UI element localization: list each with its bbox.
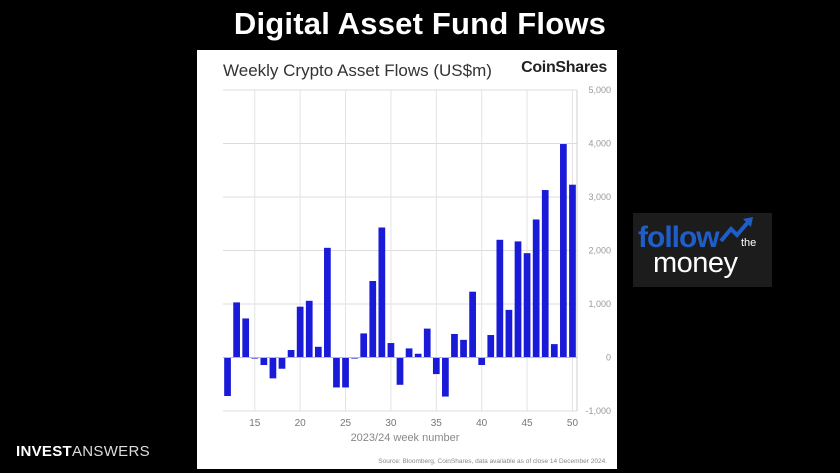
x-tick-label: 50: [567, 418, 579, 429]
logo-thin-text: ANSWERS: [71, 443, 150, 460]
bar: [414, 353, 422, 358]
bar: [405, 348, 413, 358]
y-tick-label: 4,000: [588, 139, 611, 149]
source-note: Source: Bloomberg, CoinShares, data avai…: [378, 458, 607, 465]
x-tick-label: 20: [295, 418, 307, 429]
bar: [269, 357, 277, 379]
upward-arrow-icon: [719, 217, 753, 243]
x-tick-label: 30: [385, 418, 397, 429]
bar: [333, 357, 340, 388]
bar: [487, 335, 495, 358]
bar: [396, 357, 404, 385]
y-tick-label: 3,000: [588, 192, 611, 202]
bar: [378, 227, 386, 358]
coinshares-brand: CoinShares: [521, 59, 607, 76]
bar: [287, 350, 295, 358]
x-axis-label: 2023/24 week number: [351, 432, 460, 444]
bar: [296, 306, 304, 358]
investanswers-logo: INVESTANSWERS: [16, 443, 150, 460]
x-tick-label: 25: [340, 418, 352, 429]
bar: [305, 300, 313, 358]
bar: [514, 241, 522, 358]
bar: [432, 357, 440, 375]
x-tick-label: 35: [431, 418, 443, 429]
y-tick-label: -1,000: [585, 406, 611, 416]
y-tick-label: 0: [606, 353, 611, 363]
bar: [278, 357, 286, 369]
bar: [550, 344, 558, 358]
bar: [260, 357, 268, 365]
bar: [460, 339, 467, 358]
bar: [314, 346, 322, 358]
bar: [242, 318, 250, 358]
bar: [541, 190, 549, 358]
badge-the-text: the: [741, 237, 757, 249]
bar: [469, 291, 476, 358]
x-tick-label: 15: [249, 418, 261, 429]
bar: [423, 328, 431, 358]
x-tick-label: 40: [476, 418, 488, 429]
bar: [251, 357, 259, 359]
bar: [351, 357, 358, 359]
bar: [532, 219, 540, 358]
bar: [224, 357, 231, 397]
logo-bold-text: INVEST: [16, 443, 72, 460]
chart-panel: Weekly Crypto Asset Flows (US$m) CoinSha…: [197, 50, 617, 469]
x-tick-label: 45: [522, 418, 534, 429]
bar: [569, 184, 576, 358]
bar: [560, 144, 567, 358]
slide-title: Digital Asset Fund Flows: [233, 6, 607, 41]
bar: [451, 333, 458, 358]
y-tick-label: 5,000: [588, 85, 611, 95]
bar: [342, 357, 349, 388]
bar-chart: -1,000 0 1,000 2,000 3,000 4,000 5,000 15 20 25 30…: [223, 85, 611, 444]
badge-follow-text: follow: [638, 221, 720, 254]
follow-the-money-badge: follow the money: [633, 213, 772, 287]
bar: [387, 343, 395, 358]
bar: [505, 309, 513, 358]
bar: [360, 333, 368, 358]
bar: [442, 357, 449, 397]
y-tick-label: 1,000: [588, 299, 611, 309]
bar: [478, 357, 486, 365]
bar: [496, 239, 504, 358]
bar: [233, 302, 240, 358]
y-tick-label: 2,000: [588, 246, 611, 256]
bar: [523, 253, 531, 358]
badge-money-text: money: [653, 247, 738, 279]
chart-title: Weekly Crypto Asset Flows (US$m): [223, 61, 492, 80]
bar: [324, 247, 331, 358]
bar: [369, 280, 377, 358]
